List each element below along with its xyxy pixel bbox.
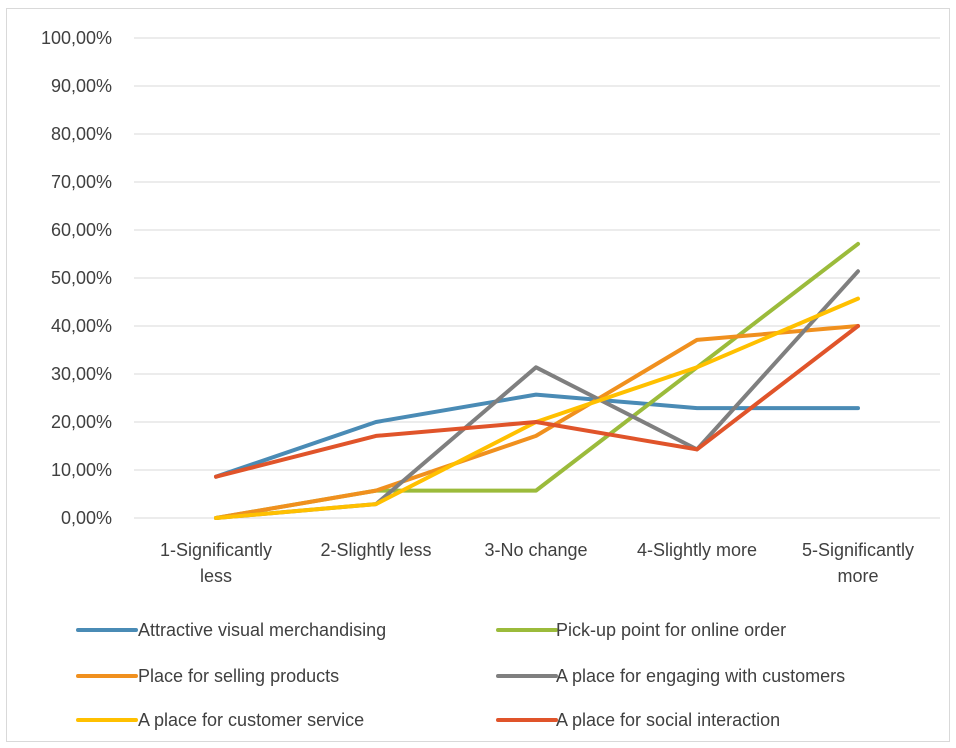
y-tick-label: 70,00% — [51, 172, 112, 192]
y-tick-label: 100,00% — [41, 28, 112, 48]
x-tick-label: less — [200, 566, 232, 586]
y-tick-label: 60,00% — [51, 220, 112, 240]
y-tick-label: 80,00% — [51, 124, 112, 144]
legend-label: A place for customer service — [138, 710, 364, 730]
legend-label: A place for social interaction — [556, 710, 780, 730]
x-tick-label: 3-No change — [484, 540, 587, 560]
series-line-2 — [214, 241, 860, 520]
series-line-6 — [214, 324, 860, 479]
x-tick-label: 4-Slightly more — [637, 540, 757, 560]
x-axis-tick-labels: 1-Significantly less 2-Slightly less 3-No c… — [160, 540, 914, 586]
legend-label: A place for engaging with customers — [556, 666, 845, 686]
y-tick-label: 30,00% — [51, 364, 112, 384]
x-tick-label: 5-Significantly — [802, 540, 914, 560]
legend-label: Place for selling products — [138, 666, 339, 686]
y-tick-label: 10,00% — [51, 460, 112, 480]
legend-label: Attractive visual merchandising — [138, 620, 386, 640]
y-tick-label: 0,00% — [61, 508, 112, 528]
x-tick-label: 1-Significantly — [160, 540, 272, 560]
legend: Attractive visual merchandising Pick-up p… — [76, 620, 845, 730]
y-tick-label: 20,00% — [51, 412, 112, 432]
legend-label: Pick-up point for online order — [556, 620, 786, 640]
x-tick-label: 2-Slightly less — [320, 540, 431, 560]
y-tick-label: 50,00% — [51, 268, 112, 288]
y-tick-label: 90,00% — [51, 76, 112, 96]
series-lines — [214, 241, 860, 520]
y-tick-label: 40,00% — [51, 316, 112, 336]
series-line-3 — [214, 324, 860, 520]
x-tick-label: more — [837, 566, 878, 586]
y-axis-tick-labels: 0,00% 10,00% 20,00% 30,00% 40,00% 50,00% 60,00… — [41, 28, 112, 528]
gridlines — [134, 37, 940, 519]
